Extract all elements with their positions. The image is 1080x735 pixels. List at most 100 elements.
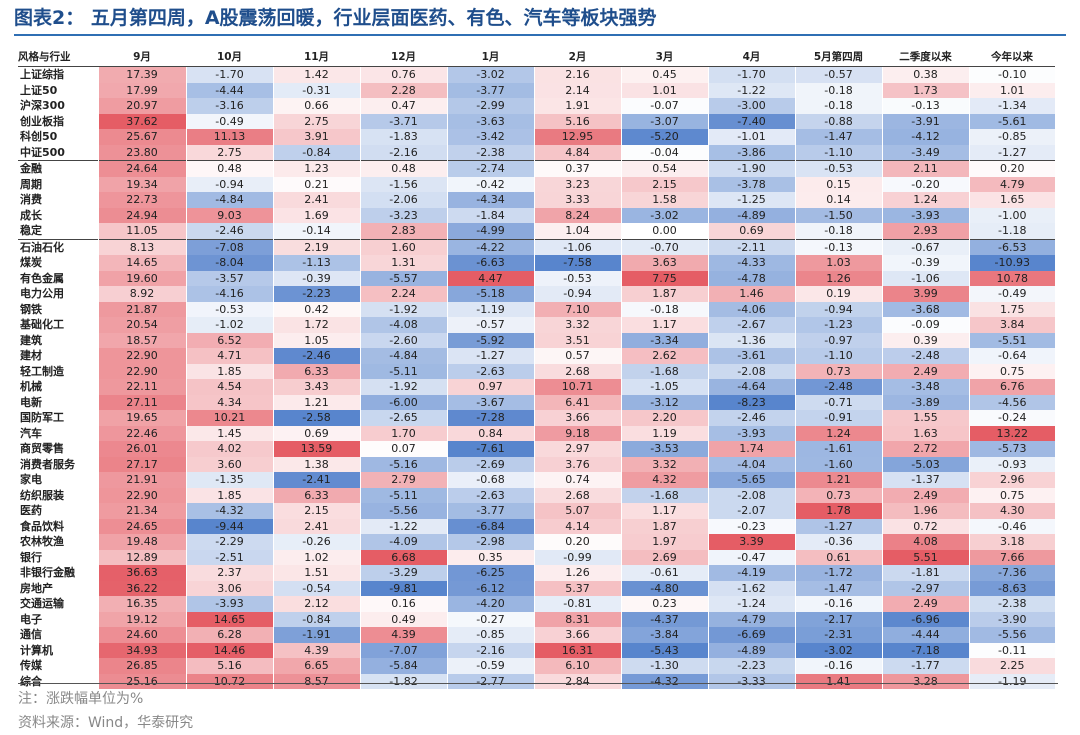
heat-cell: 3.32 <box>620 456 708 472</box>
heat-cell: -0.09 <box>881 317 969 333</box>
heat-cell: 3.91 <box>272 129 360 145</box>
heat-cell: 0.14 <box>794 192 882 208</box>
heat-cell: 2.49 <box>881 363 969 379</box>
heat-cell: 0.47 <box>359 98 447 114</box>
heat-cell: -4.08 <box>359 317 447 333</box>
heat-cell: -7.40 <box>707 113 795 129</box>
row-label: 周期 <box>20 177 42 191</box>
heat-cell: -5.84 <box>359 658 447 674</box>
heat-cell: 0.73 <box>794 487 882 503</box>
heat-cell: -4.16 <box>185 286 273 302</box>
heat-cell: -0.85 <box>968 129 1055 145</box>
heat-cell: -3.42 <box>446 129 534 145</box>
heat-cell: -1.61 <box>794 441 882 457</box>
table-row: 基础化工 20.54 -1.02 1.72 -4.08 -0.57 3.32 1.17 -2.6… <box>18 317 1055 333</box>
heat-cell: 17.39 <box>97 66 186 83</box>
heat-cell: -1.27 <box>968 144 1055 161</box>
heat-cell: 12.89 <box>97 549 186 565</box>
heat-cell: -4.80 <box>620 580 708 596</box>
heat-cell: 24.65 <box>97 518 186 534</box>
heat-cell: -4.06 <box>707 301 795 317</box>
heat-cell: -2.60 <box>359 332 447 348</box>
heat-cell: 1.73 <box>881 82 969 98</box>
heat-cell: 0.20 <box>968 160 1055 177</box>
heat-cell: 4.71 <box>185 348 273 364</box>
heat-cell: 3.99 <box>881 286 969 302</box>
heat-cell: 1.58 <box>620 192 708 208</box>
heat-cell: 0.84 <box>446 425 534 441</box>
heat-cell: -6.96 <box>881 611 969 627</box>
heat-cell: -0.31 <box>272 82 360 98</box>
heat-cell: 1.24 <box>794 425 882 441</box>
row-label: 科创50 <box>20 130 58 143</box>
heat-cell: -2.23 <box>272 286 360 302</box>
heat-cell: -0.47 <box>707 549 795 565</box>
heat-cell: -1.60 <box>794 456 882 472</box>
heat-cell: -0.16 <box>794 658 882 674</box>
heat-cell: 2.97 <box>533 441 621 457</box>
row-label: 交通运输 <box>20 597 64 610</box>
heat-cell: 4.02 <box>185 441 273 457</box>
column-header: 二季度以来 <box>882 48 969 67</box>
table-row: 通信 24.60 6.28 -1.91 4.39 -0.85 3.66 -3.84 -6.69-… <box>18 627 1055 643</box>
column-header: 2月 <box>534 48 621 67</box>
heat-cell: -2.99 <box>446 98 534 114</box>
row-label: 建材 <box>20 349 42 362</box>
row-label: 消费者服务 <box>20 457 75 471</box>
heat-cell: -3.77 <box>446 503 534 519</box>
heat-cell: -1.82 <box>359 673 447 689</box>
heat-cell: -0.39 <box>881 255 969 271</box>
heat-cell: -0.94 <box>533 286 621 302</box>
heat-cell: 3.63 <box>620 255 708 271</box>
heat-cell: -1.83 <box>359 129 447 145</box>
heat-cell: -0.24 <box>968 410 1055 426</box>
heat-cell: -1.72 <box>794 565 882 581</box>
heat-cell: -2.16 <box>446 642 534 658</box>
table-row: 周期 19.34 -0.94 0.21 -1.56 -0.42 3.23 2.15 -3.78 0… <box>18 176 1055 192</box>
heat-cell: -4.32 <box>620 673 708 689</box>
heat-cell: 2.84 <box>533 673 621 689</box>
heat-cell: 0.72 <box>881 518 969 534</box>
heat-cell: -4.84 <box>359 348 447 364</box>
row-label: 家电 <box>20 473 42 486</box>
heat-cell: 0.61 <box>794 549 882 565</box>
heat-cell: -2.41 <box>272 472 360 488</box>
heat-cell: 1.70 <box>359 425 447 441</box>
heat-cell: 4.30 <box>968 503 1055 519</box>
table-row: 传媒 26.85 5.16 6.65 -5.84 -0.59 6.10 -1.30 -2.23-… <box>18 658 1055 674</box>
heat-cell: -6.12 <box>446 580 534 596</box>
table-row: 钢铁 21.87 -0.53 0.42 -1.92 -1.19 7.10 -0.18 -4.06… <box>18 301 1055 317</box>
heat-cell: 24.60 <box>97 627 186 643</box>
heat-cell: 22.90 <box>97 363 186 379</box>
heat-cell: 2.16 <box>533 66 621 83</box>
heat-cell: 0.73 <box>794 363 882 379</box>
heat-cell: -5.56 <box>968 627 1055 643</box>
heat-cell: 8.13 <box>97 238 186 255</box>
heat-cell: -7.58 <box>533 255 621 271</box>
heat-cell: 0.35 <box>446 549 534 565</box>
heat-cell: -2.07 <box>707 503 795 519</box>
heat-cell: -3.49 <box>881 144 969 161</box>
heat-cell: -0.64 <box>968 348 1055 364</box>
table-row: 科创50 25.67 11.13 3.91 -1.83 -3.42 12.95 -5.20 -1… <box>18 129 1055 145</box>
heat-cell: -2.06 <box>359 192 447 208</box>
heat-cell: 0.69 <box>272 425 360 441</box>
heat-cell: -6.84 <box>446 518 534 534</box>
heat-cell: -9.81 <box>359 580 447 596</box>
heat-cell: 24.64 <box>97 160 186 177</box>
heat-cell: -6.69 <box>707 627 795 643</box>
row-label: 基础化工 <box>20 318 64 331</box>
heat-cell: -0.14 <box>272 223 360 239</box>
heat-cell: 1.21 <box>272 394 360 410</box>
row-label: 电力公用 <box>20 287 64 300</box>
heat-cell: -3.84 <box>620 627 708 643</box>
heat-cell: -1.13 <box>272 255 360 271</box>
heat-cell: 1.31 <box>359 255 447 271</box>
row-label: 纺织服装 <box>20 488 64 502</box>
heat-cell: -0.20 <box>881 176 969 192</box>
heat-cell: -6.63 <box>446 255 534 271</box>
heat-cell: -0.07 <box>620 98 708 114</box>
heat-cell: 2.19 <box>272 238 360 255</box>
heat-cell: -2.74 <box>446 160 534 177</box>
heat-cell: 17.99 <box>97 82 186 98</box>
